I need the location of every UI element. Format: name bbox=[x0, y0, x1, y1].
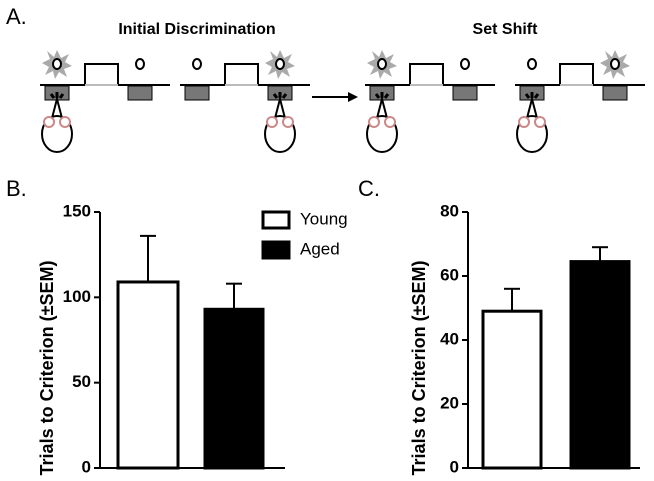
y-tick-label: 0 bbox=[450, 457, 459, 476]
y-tick-label: 20 bbox=[440, 393, 459, 412]
stimulus bbox=[264, 49, 296, 80]
bar bbox=[569, 260, 631, 470]
legend-swatch bbox=[261, 210, 291, 230]
y-axis-label: Trials to Criterion (±SEM) bbox=[37, 261, 57, 476]
panel-label: C. bbox=[358, 176, 380, 201]
y-tick-label: 0 bbox=[82, 457, 91, 476]
stimulus bbox=[41, 49, 73, 80]
panel-label: B. bbox=[6, 176, 27, 201]
y-tick-label: 80 bbox=[440, 201, 459, 220]
rat bbox=[263, 90, 297, 154]
stimulus bbox=[366, 49, 398, 80]
bar bbox=[481, 309, 543, 470]
arrow-head bbox=[348, 92, 358, 102]
legend-label: Aged bbox=[300, 239, 340, 258]
legend-label: Young bbox=[300, 209, 348, 228]
bar bbox=[116, 280, 180, 470]
rat bbox=[515, 90, 549, 154]
diagram-title: Initial Discrimination bbox=[118, 21, 275, 38]
y-tick-label: 50 bbox=[72, 372, 91, 391]
stimulus bbox=[599, 49, 631, 80]
diagram-title: Set Shift bbox=[473, 21, 539, 38]
legend-swatch bbox=[261, 240, 291, 260]
rat bbox=[365, 90, 399, 154]
bar bbox=[203, 307, 265, 470]
panel-label: A. bbox=[6, 4, 27, 29]
rat bbox=[40, 90, 74, 154]
y-tick-label: 40 bbox=[440, 329, 459, 348]
y-tick-label: 150 bbox=[63, 201, 91, 220]
y-axis-label: Trials to Criterion (±SEM) bbox=[409, 261, 429, 476]
y-tick-label: 100 bbox=[63, 287, 91, 306]
y-tick-label: 60 bbox=[440, 265, 459, 284]
